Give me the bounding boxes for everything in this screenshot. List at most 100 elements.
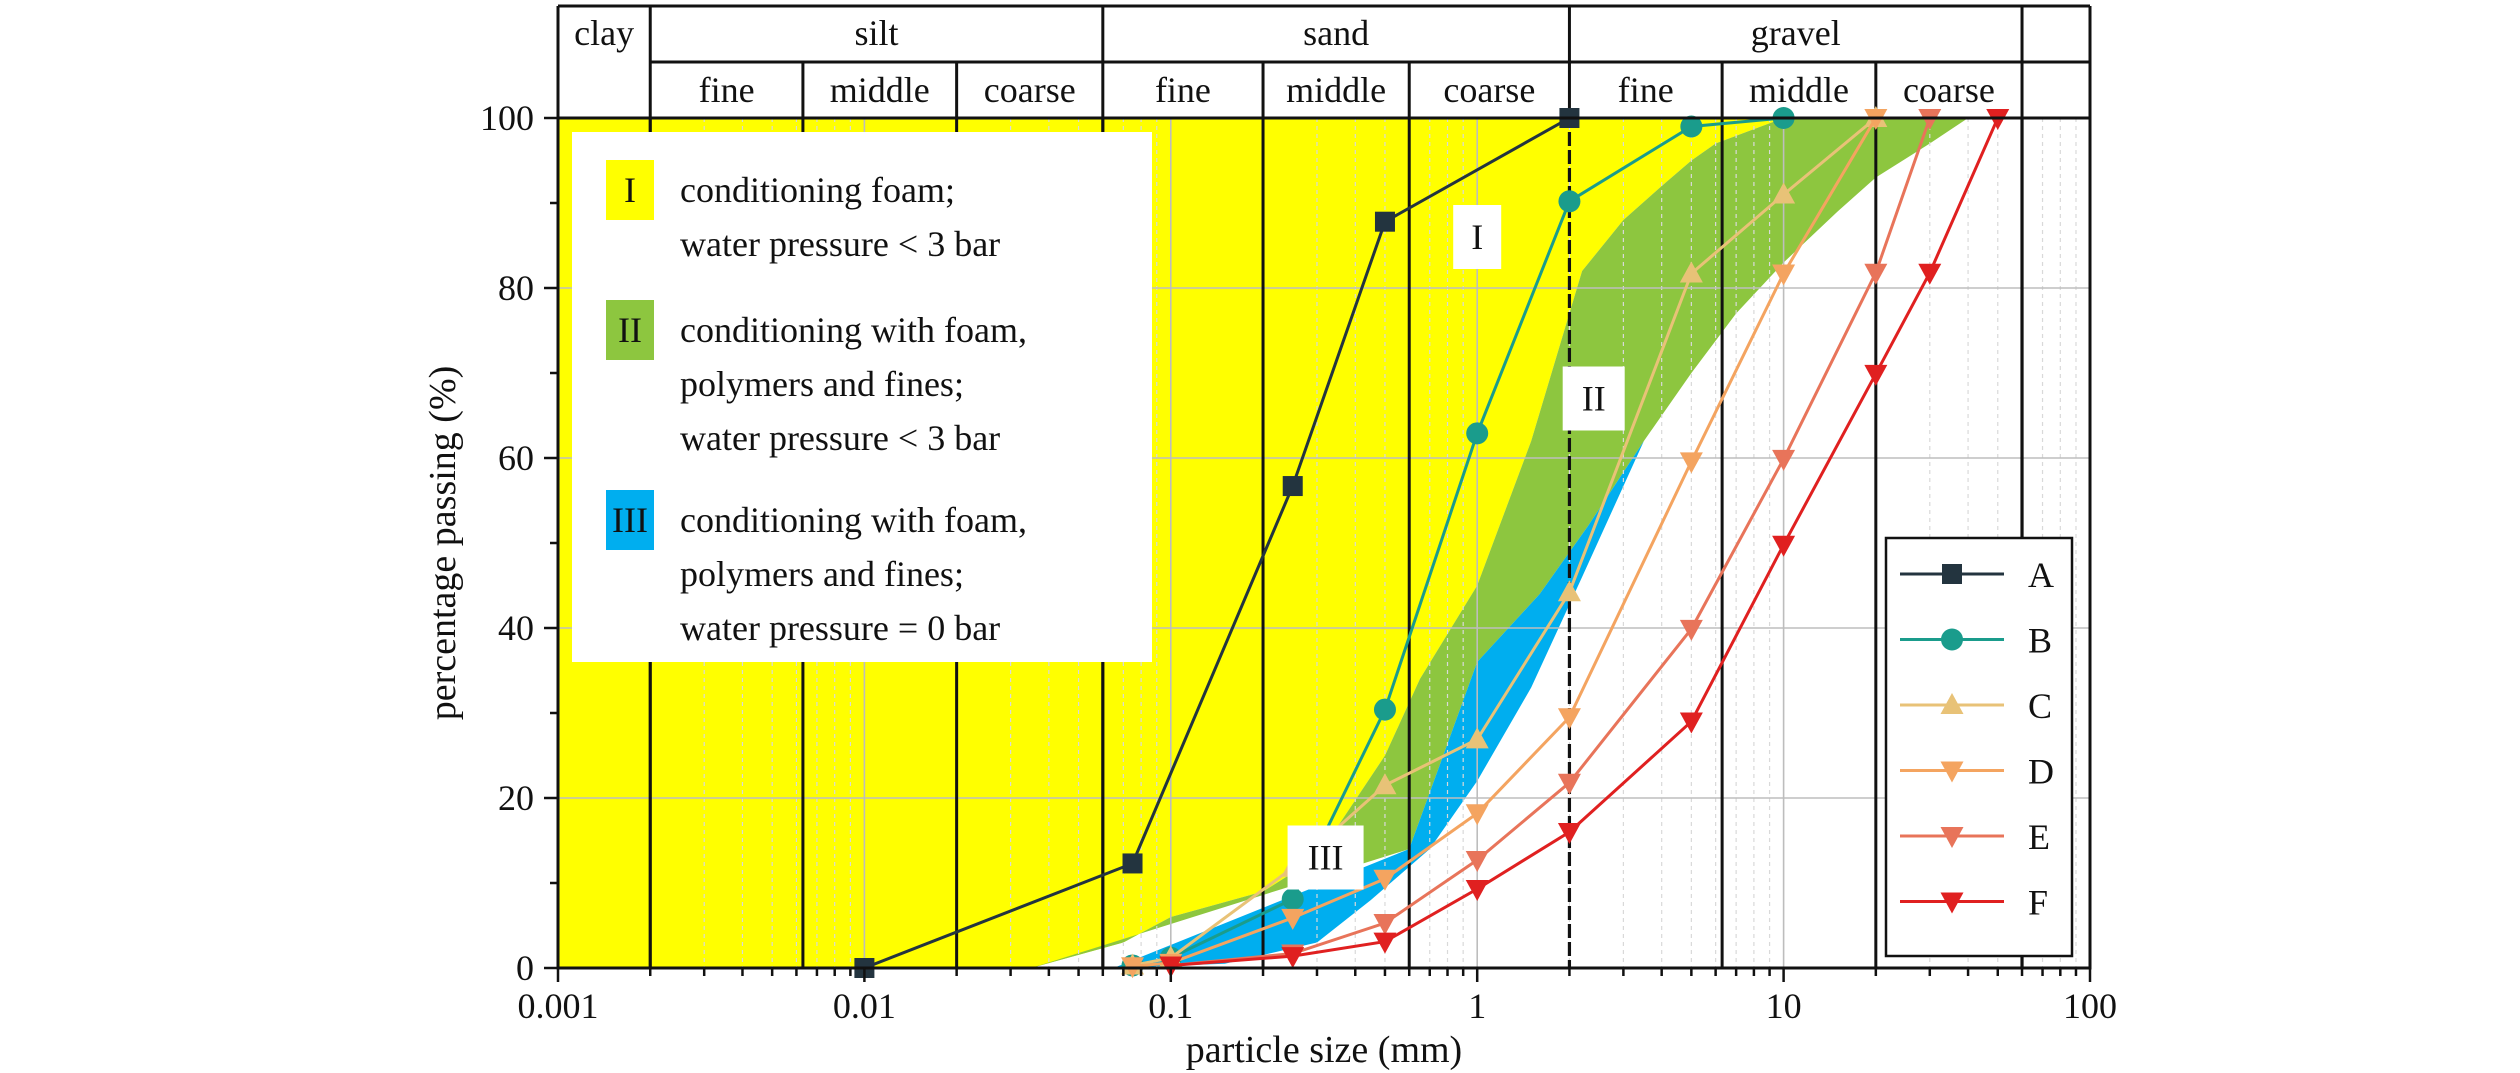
series-legend-marker-c xyxy=(1940,693,1964,714)
y-tick-label: 0 xyxy=(516,948,534,988)
y-tick-label: 60 xyxy=(498,438,534,478)
series-c-point xyxy=(1557,580,1581,602)
soil-class-label: sand xyxy=(1303,13,1369,53)
series-legend-marker-d xyxy=(1940,761,1964,783)
zone-legend-box xyxy=(572,132,1152,662)
series-f xyxy=(1159,109,2010,978)
series-e-point xyxy=(1679,619,1703,641)
x-axis-label: particle size (mm) xyxy=(1186,1029,1462,1071)
series-legend-marker-e xyxy=(1940,827,1964,848)
series-legend-box xyxy=(1884,536,2074,958)
zone-ii-label: II xyxy=(1582,379,1606,419)
series-f-point xyxy=(1679,712,1703,734)
series-legend-label-a: A xyxy=(2028,555,2054,595)
series-b-point xyxy=(1281,888,1304,911)
series-e-point xyxy=(1465,851,1489,873)
series-legend-label-e: E xyxy=(2028,817,2050,857)
series-d-point xyxy=(1281,908,1305,930)
series-legend-marker-b xyxy=(1941,628,1963,651)
zone-legend-text: polymers and fines; xyxy=(680,554,964,594)
soil-subclass-label: fine xyxy=(699,70,755,110)
zone-i-label-box xyxy=(1453,205,1502,269)
series-b-line xyxy=(1132,116,1784,967)
series-d-point xyxy=(1679,452,1703,474)
series-d-point xyxy=(1373,869,1397,891)
x-tick-label: 0.1 xyxy=(1148,986,1193,1026)
soil-class-label: gravel xyxy=(1751,13,1841,53)
series-f-line xyxy=(1170,117,2000,967)
zone-legend-symbol-iii: III xyxy=(612,500,648,540)
series-f-point xyxy=(1465,879,1489,901)
series-d xyxy=(1121,109,1888,979)
series-b-point xyxy=(1558,190,1581,213)
series-f-point xyxy=(1373,932,1397,954)
series-legend-label-c: C xyxy=(2028,686,2052,726)
zone-legend-swatch-i xyxy=(606,160,654,220)
series-a-point xyxy=(1122,853,1143,874)
y-tick-label: 20 xyxy=(498,778,534,818)
soil-subclass-label: coarse xyxy=(1443,70,1535,110)
series-d-point xyxy=(1465,804,1489,826)
x-tick-label: 0.01 xyxy=(833,986,896,1026)
zone-legend-swatch-iii xyxy=(606,490,654,550)
series-a xyxy=(854,108,1580,978)
series-f-point xyxy=(1918,263,1942,285)
series-c-point xyxy=(1679,261,1703,283)
x-tick-label: 0.001 xyxy=(518,986,599,1026)
axes-layer xyxy=(544,116,2092,982)
y-axis-label: percentage passing (%) xyxy=(422,366,464,721)
series-legend-label-b: B xyxy=(2028,621,2052,661)
series-e-point xyxy=(1557,773,1581,795)
series-c-point xyxy=(1465,727,1489,749)
series-b-point xyxy=(1680,115,1703,138)
soil-subclass-label: fine xyxy=(1618,70,1674,110)
series-f-point xyxy=(1557,823,1581,844)
zone-legend-symbol-i: I xyxy=(624,170,636,210)
zone-iii-area xyxy=(1113,441,1644,968)
zone-ii-label-box xyxy=(1562,366,1625,431)
series-d-point xyxy=(1557,708,1581,730)
zone-iii-label-box xyxy=(1287,825,1364,890)
x-tick-label: 100 xyxy=(2063,986,2117,1026)
zone-legend-swatch-ii xyxy=(606,300,654,360)
soil-subclass-label: fine xyxy=(1155,70,1211,110)
zone-legend-text: water pressure = 0 bar xyxy=(680,608,1000,648)
soil-subclass-label: coarse xyxy=(984,70,1076,110)
series-e-point xyxy=(1373,913,1397,935)
soil-class-label: silt xyxy=(855,13,899,53)
zone-legend-text: conditioning with foam, xyxy=(680,310,1027,350)
y-tick-label: 100 xyxy=(480,98,534,138)
soil-subclass-label: middle xyxy=(1286,70,1386,110)
series-d-point xyxy=(1772,264,1796,286)
x-tick-label: 1 xyxy=(1468,986,1486,1026)
series-e-point xyxy=(1864,263,1888,285)
soil-subclass-label: middle xyxy=(830,70,930,110)
zone-legend-symbol-ii: II xyxy=(618,310,642,350)
soil-subclass-label: middle xyxy=(1749,70,1849,110)
zone-legend-text: water pressure < 3 bar xyxy=(680,224,1000,264)
y-tick-label: 80 xyxy=(498,268,534,308)
zone-i-label: I xyxy=(1471,217,1483,257)
soil-class-header: clay silt sand gravel fine middle coarse fine mi… xyxy=(556,4,2092,118)
soil-class-label: clay xyxy=(574,13,634,53)
series-a-point xyxy=(1282,476,1303,497)
series-c-point xyxy=(1772,182,1796,204)
zone-legend-text: conditioning foam; xyxy=(680,170,955,210)
series-legend-marker-a xyxy=(1942,564,1962,584)
series-legend-marker-f xyxy=(1940,892,1964,914)
series-legend-label-f: F xyxy=(2028,883,2048,923)
series-e-point xyxy=(1772,449,1796,471)
series-legend-label-d: D xyxy=(2028,752,2054,792)
series-layer xyxy=(854,106,2010,979)
y-tick-label: 40 xyxy=(498,608,534,648)
series-b-point xyxy=(1373,698,1396,721)
zone-legend-text: conditioning with foam, xyxy=(680,500,1027,540)
series-a-point xyxy=(1374,211,1395,232)
series-c-point xyxy=(1373,773,1397,795)
series-f-point xyxy=(1864,364,1888,386)
soil-subclass-label: coarse xyxy=(1903,70,1995,110)
